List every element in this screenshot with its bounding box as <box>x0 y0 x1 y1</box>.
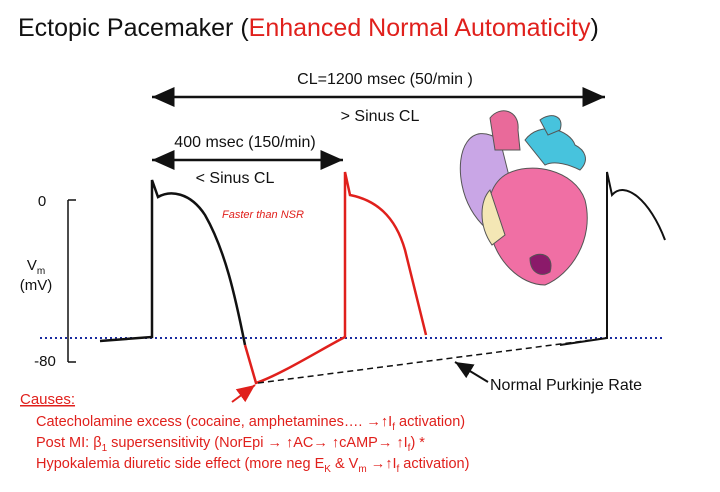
causes-list: Catecholamine excess (cocaine, amphetami… <box>36 414 469 475</box>
cause-text: activation) <box>395 414 465 430</box>
next-action-potential <box>559 171 666 346</box>
cause-text: →↑I <box>367 456 397 472</box>
cause-line: Catecholamine excess (cocaine, amphetami… <box>36 414 465 433</box>
cause-line: Hypokalemia diuretic side effect (more n… <box>36 456 469 475</box>
ectopic-action-potential <box>243 171 428 385</box>
title-part: ) <box>590 14 598 42</box>
cause-text: Catecholamine excess (cocaine, amphetami… <box>36 414 392 430</box>
causes-heading: Causes: <box>20 391 75 408</box>
cl-label: CL=1200 msec (50/min ) <box>297 71 473 88</box>
purkinje-slope <box>257 337 608 384</box>
cause-subscript: m <box>358 464 366 475</box>
cause-subscript: f <box>392 422 395 433</box>
axis-symbol: Vm <box>27 257 45 277</box>
red-pointer <box>231 384 256 403</box>
cause-text: supersensitivity (NorEpi → ↑AC→ ↑cAMP→ ↑… <box>107 435 408 451</box>
cause-text: Hypokalemia diuretic side effect (more n… <box>36 456 325 472</box>
axis-bottom: -80 <box>34 353 56 370</box>
cause-text: Post MI: β <box>36 435 102 451</box>
title: Ectopic Pacemaker (Enhanced Normal Autom… <box>18 14 599 42</box>
cause-line: Post MI: β1 supersensitivity (NorEpi → ↑… <box>36 435 425 454</box>
faster-note: Faster than NSR <box>222 209 304 221</box>
sinus-action-potential <box>99 179 247 346</box>
black-pointer <box>454 361 489 383</box>
axis-unit: (mV) <box>20 277 53 294</box>
axis-top: 0 <box>38 193 46 210</box>
cl-note: > Sinus CL <box>341 108 420 125</box>
cause-subscript: K <box>324 464 331 475</box>
cause-subscript: f <box>408 443 411 454</box>
cause-text: activation) <box>399 456 469 472</box>
cause-text: ) * <box>410 435 425 451</box>
purkinje-label: Normal Purkinje Rate <box>490 377 642 394</box>
axis-symbol-main: V <box>27 257 37 274</box>
heart-illustration <box>459 110 588 286</box>
cause-subscript: f <box>397 464 400 475</box>
interval-note: < Sinus CL <box>196 170 275 187</box>
interval-label: 400 msec (150/min) <box>174 134 315 151</box>
title-part: Enhanced Normal Automaticity <box>249 14 591 42</box>
voltage-axis <box>67 199 76 363</box>
title-part: Ectopic Pacemaker ( <box>18 14 249 42</box>
cause-text: & V <box>331 456 359 472</box>
cause-subscript: 1 <box>102 443 108 454</box>
axis-symbol-sub: m <box>37 266 45 277</box>
